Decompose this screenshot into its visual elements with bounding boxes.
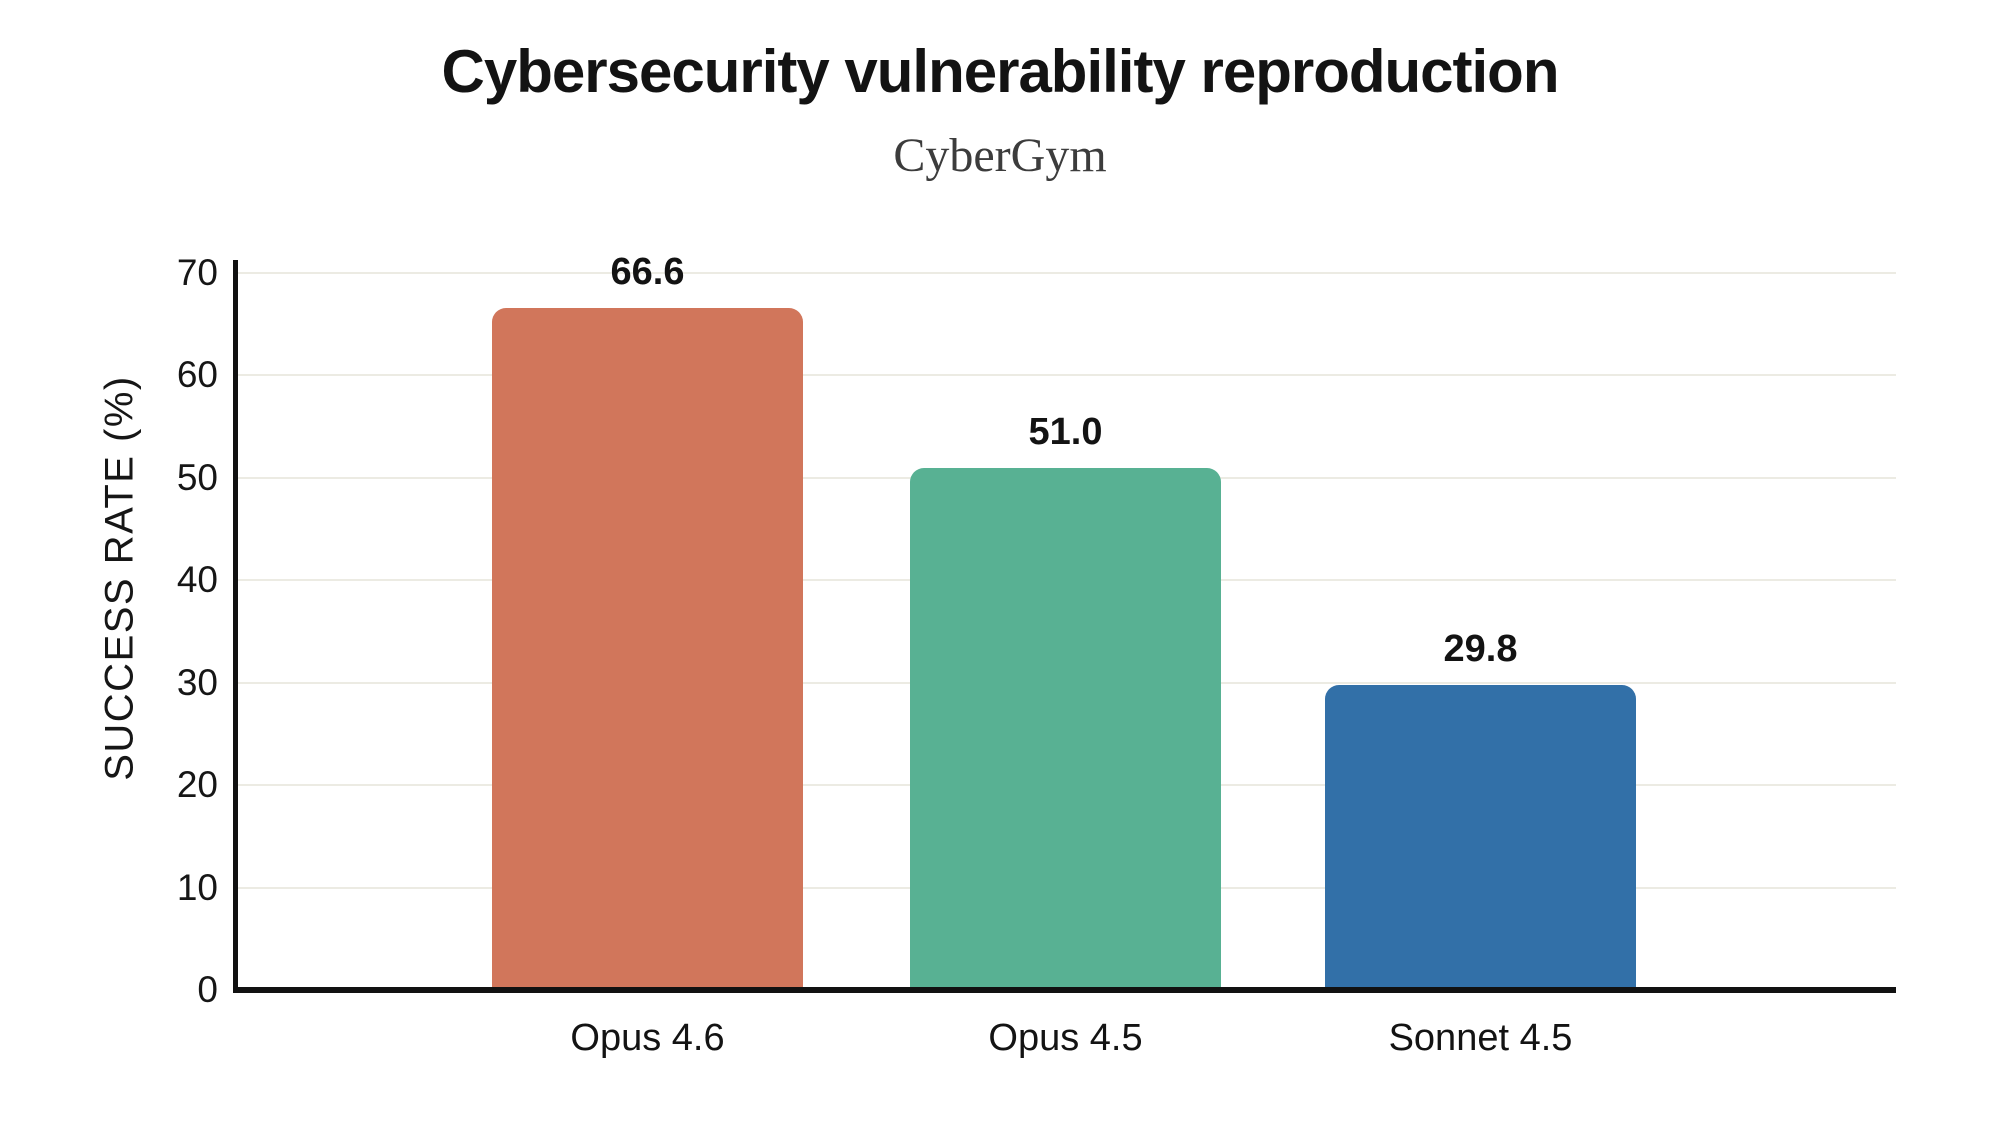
chart-title: Cybersecurity vulnerability reproduction [441,38,1560,105]
x-axis-label-opus-4-5: Opus 4.5 [988,1017,1143,1059]
x-axis-label-sonnet-4-5: Sonnet 4.5 [1388,1017,1573,1059]
y-tick-label: 20 [176,764,218,806]
bar-value-label-opus-4-5: 51.0 [1028,410,1103,453]
y-tick-label: 70 [176,252,218,293]
y-tick-label: 60 [176,354,218,396]
y-tick-label: 50 [176,456,218,498]
x-axis-line [233,987,1896,993]
y-axis-line [233,260,238,993]
y-tick-label: 30 [176,661,218,703]
y-tick-label: 40 [176,559,218,601]
bar-value-label-sonnet-4-5: 29.8 [1443,627,1518,670]
bar-opus-4-6 [492,307,803,990]
gridline [238,272,1896,274]
bar-sonnet-4-5 [1325,684,1636,990]
gridline [238,374,1896,377]
chart-subtitle: CyberGym [893,129,1107,182]
bar-value-label-opus-4-6: 66.6 [610,250,685,293]
bar-opus-4-5 [910,467,1221,990]
y-tick-label: 10 [176,866,218,908]
y-tick-label: 0 [197,969,218,1010]
x-axis-label-opus-4-6: Opus 4.6 [570,1017,725,1059]
